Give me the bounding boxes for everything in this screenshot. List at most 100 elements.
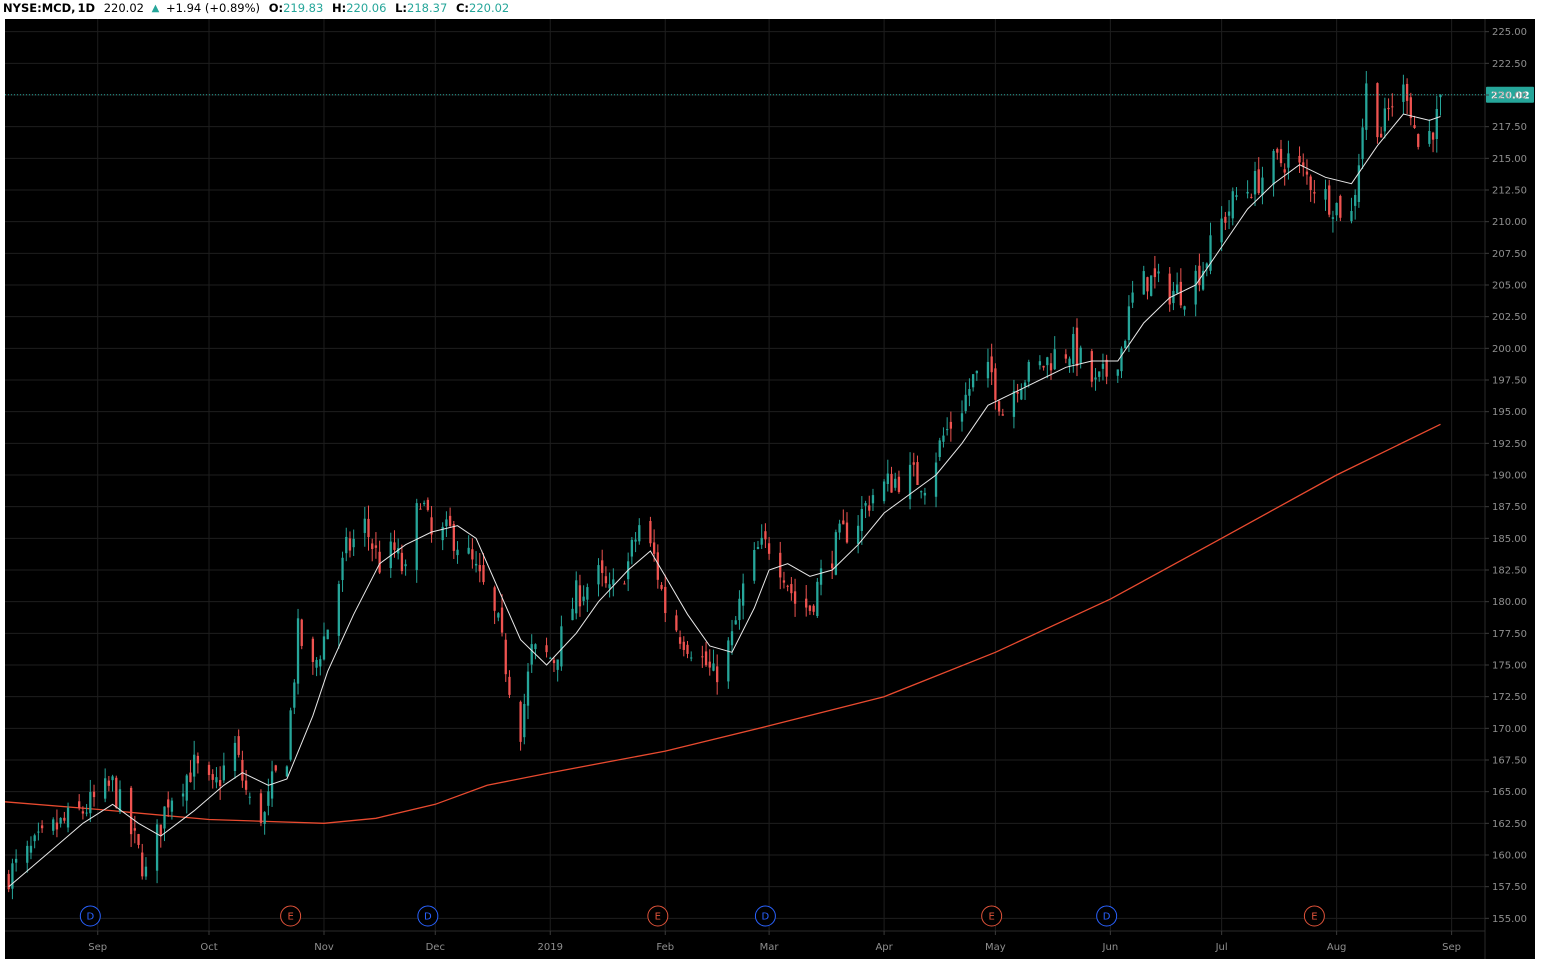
candle[interactable]	[63, 811, 66, 824]
candle[interactable]	[1153, 255, 1157, 289]
candle[interactable]	[1209, 222, 1212, 275]
candle[interactable]	[296, 608, 300, 695]
candle[interactable]	[612, 568, 615, 597]
candle[interactable]	[181, 783, 185, 807]
candle[interactable]	[1183, 305, 1186, 316]
time-axis[interactable]: Sep Oct Nov Dec 2019 Feb Mar Apr May Jun Jul Aug Sep	[88, 931, 1461, 953]
candle[interactable]	[786, 584, 789, 592]
candle[interactable]	[207, 761, 211, 781]
candle[interactable]	[348, 531, 352, 558]
candle[interactable]	[189, 760, 192, 783]
candle[interactable]	[26, 840, 29, 873]
candle[interactable]	[493, 585, 496, 625]
candle[interactable]	[586, 583, 589, 612]
candle[interactable]	[912, 452, 915, 477]
candle[interactable]	[371, 538, 374, 562]
candle[interactable]	[1124, 339, 1127, 349]
candle[interactable]	[782, 571, 786, 589]
candle[interactable]	[660, 582, 663, 591]
candle[interactable]	[920, 490, 923, 499]
candle[interactable]	[526, 663, 530, 720]
candle[interactable]	[1361, 118, 1364, 170]
candle[interactable]	[916, 455, 919, 486]
candle[interactable]	[1227, 200, 1231, 230]
candle[interactable]	[441, 522, 444, 551]
candle[interactable]	[1120, 346, 1123, 379]
candle[interactable]	[1413, 115, 1416, 129]
dividend-marker[interactable]: D	[1096, 905, 1118, 927]
candle[interactable]	[656, 544, 659, 589]
candle[interactable]	[764, 523, 767, 549]
candle[interactable]	[1257, 157, 1260, 195]
candle[interactable]	[890, 466, 893, 493]
candle[interactable]	[1279, 139, 1283, 167]
candle[interactable]	[374, 532, 378, 559]
candle[interactable]	[831, 550, 834, 580]
candle[interactable]	[1272, 149, 1275, 197]
candle[interactable]	[753, 542, 756, 584]
candle[interactable]	[1179, 268, 1182, 309]
candle[interactable]	[1357, 153, 1361, 208]
candle[interactable]	[686, 640, 689, 659]
candle[interactable]	[315, 657, 318, 677]
candle[interactable]	[478, 552, 481, 583]
candle[interactable]	[604, 566, 608, 588]
candle[interactable]	[115, 775, 118, 809]
candle[interactable]	[1075, 318, 1079, 377]
candle[interactable]	[55, 809, 59, 838]
candle[interactable]	[894, 472, 897, 491]
candle[interactable]	[167, 791, 170, 817]
candle[interactable]	[534, 643, 537, 660]
candle[interactable]	[259, 789, 263, 827]
candle[interactable]	[1001, 408, 1004, 416]
candle[interactable]	[1131, 280, 1134, 309]
candle[interactable]	[923, 487, 927, 505]
candle[interactable]	[819, 559, 823, 596]
candle[interactable]	[634, 532, 637, 553]
candle[interactable]	[430, 506, 433, 543]
candle[interactable]	[482, 553, 485, 585]
candle[interactable]	[1116, 369, 1119, 383]
candle[interactable]	[37, 822, 40, 841]
candle[interactable]	[816, 578, 819, 618]
candle[interactable]	[997, 400, 1001, 416]
candle[interactable]	[1339, 194, 1342, 222]
candle[interactable]	[193, 740, 196, 790]
candle[interactable]	[1064, 349, 1068, 364]
candle[interactable]	[571, 597, 574, 621]
candle[interactable]	[285, 765, 289, 777]
candle[interactable]	[968, 378, 971, 407]
candle[interactable]	[1250, 193, 1253, 199]
candle[interactable]	[92, 784, 96, 807]
candle[interactable]	[445, 511, 448, 538]
candle[interactable]	[155, 819, 159, 884]
candle[interactable]	[575, 571, 578, 620]
candle[interactable]	[582, 585, 585, 606]
candle[interactable]	[1261, 166, 1264, 205]
candle[interactable]	[990, 343, 993, 385]
candle[interactable]	[1224, 211, 1227, 230]
candle[interactable]	[1298, 146, 1301, 173]
candle[interactable]	[975, 370, 978, 381]
candle[interactable]	[311, 636, 315, 675]
candle[interactable]	[59, 817, 62, 828]
candle[interactable]	[118, 780, 122, 814]
candle[interactable]	[971, 374, 975, 392]
interval-label[interactable]: 1D	[77, 1, 96, 15]
candle[interactable]	[1168, 267, 1171, 312]
candle[interactable]	[1157, 263, 1160, 283]
candle[interactable]	[793, 578, 797, 617]
candle[interactable]	[319, 655, 322, 676]
candle[interactable]	[1101, 353, 1105, 381]
candle[interactable]	[690, 651, 693, 662]
earnings-marker[interactable]: E	[981, 905, 1003, 927]
candle[interactable]	[196, 752, 200, 774]
candle[interactable]	[404, 559, 407, 576]
candle[interactable]	[1354, 189, 1357, 220]
candle[interactable]	[144, 857, 148, 880]
candle[interactable]	[716, 654, 719, 695]
dividend-marker[interactable]: D	[754, 905, 776, 927]
candle[interactable]	[426, 497, 430, 512]
candle[interactable]	[1405, 78, 1409, 114]
candle[interactable]	[415, 498, 418, 583]
